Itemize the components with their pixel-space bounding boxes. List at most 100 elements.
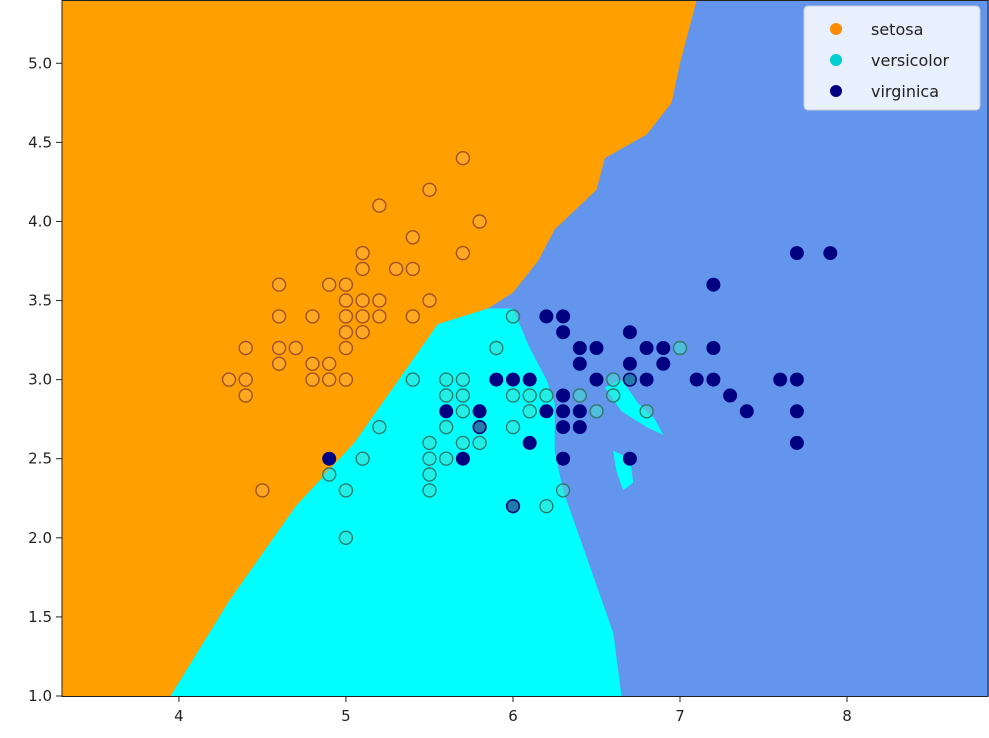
data-point-setosa xyxy=(405,230,420,245)
data-point-fill-versicolor xyxy=(557,484,569,496)
data-point-fill-setosa xyxy=(424,184,435,196)
data-point-virginica xyxy=(322,451,337,466)
data-point-fill-versicolor xyxy=(524,390,536,401)
y-tick-label: 4.5 xyxy=(28,133,52,151)
data-point-fill-versicolor xyxy=(457,437,469,449)
data-point-versicolor xyxy=(355,451,370,466)
data-point-versicolor xyxy=(405,372,420,387)
x-tick-label: 4 xyxy=(174,707,184,725)
data-point-fill-versicolor xyxy=(407,374,419,386)
data-point-virginica xyxy=(739,404,754,419)
data-point-virginica xyxy=(789,246,804,261)
data-point-fill-setosa xyxy=(290,342,302,354)
data-point-fill-setosa xyxy=(373,310,385,322)
data-point-setosa xyxy=(355,245,370,261)
data-point-virginica xyxy=(789,404,804,419)
data-point-fill-versicolor xyxy=(507,421,519,433)
y-tick-label: 3.0 xyxy=(28,371,52,389)
y-axis: 1.0 1.5 2.0 2.5 3.0 3.5 4.0 4.5 5.0 xyxy=(28,54,62,705)
x-tick-label: 7 xyxy=(675,707,685,725)
data-point-versicolor xyxy=(455,404,471,419)
data-point-fill-versicolor xyxy=(540,390,552,401)
data-point-fill-setosa xyxy=(340,342,352,354)
data-point-fill-versicolor xyxy=(524,405,536,417)
data-point-setosa xyxy=(338,293,354,308)
data-point-setosa xyxy=(455,150,471,166)
data-point-setosa xyxy=(238,372,253,387)
data-point-setosa xyxy=(305,309,320,324)
y-tick-label: 1.0 xyxy=(28,687,52,705)
data-point-versicolor xyxy=(455,435,471,451)
data-point-setosa xyxy=(322,372,337,387)
data-point-fill-setosa xyxy=(340,310,352,322)
data-point-versicolor xyxy=(439,451,454,466)
data-point-fill-setosa xyxy=(407,263,419,275)
data-point-versicolor xyxy=(422,467,437,482)
data-point-fill-versicolor xyxy=(440,390,452,401)
data-point-fill-setosa xyxy=(340,374,352,386)
data-point-virginica xyxy=(656,341,671,355)
data-point-fill-versicolor xyxy=(490,342,502,354)
data-point-virginica xyxy=(706,341,721,355)
region-setosa xyxy=(62,0,697,696)
plot-frame xyxy=(61,0,989,697)
legend-marker-setosa xyxy=(830,23,842,35)
data-point-setosa xyxy=(221,372,237,387)
data-point-fill-versicolor xyxy=(474,437,486,449)
data-point-virginica xyxy=(572,356,587,371)
data-point-virginica xyxy=(506,372,520,387)
data-point-fill-versicolor xyxy=(440,453,452,465)
data-point-fill-setosa xyxy=(307,310,318,322)
data-point-setosa xyxy=(255,483,270,498)
data-point-versicolor xyxy=(422,435,437,451)
data-point-fill-setosa xyxy=(307,374,318,386)
data-point-fill-versicolor xyxy=(540,500,552,512)
data-point-fill-versicolor xyxy=(507,390,519,401)
data-point-fill-versicolor xyxy=(607,390,619,401)
data-point-versicolor xyxy=(555,483,571,498)
data-point-setosa xyxy=(238,340,253,356)
y-tick-label: 1.5 xyxy=(28,608,52,626)
legend-label-setosa: setosa xyxy=(871,20,923,39)
data-point-setosa xyxy=(355,293,370,308)
data-point-versicolor xyxy=(522,404,537,419)
data-point-virginica xyxy=(589,341,604,355)
data-point-versicolor xyxy=(455,372,471,387)
data-point-fill-setosa xyxy=(323,358,335,370)
data-point-fill-setosa xyxy=(373,295,385,306)
data-point-fill-versicolor xyxy=(323,469,335,480)
data-point-fill-versicolor xyxy=(457,390,469,401)
data-point-versicolor xyxy=(439,372,454,387)
data-point-fill-setosa xyxy=(240,374,252,386)
x-tick-label: 5 xyxy=(341,707,351,725)
y-tick-label: 2.5 xyxy=(28,450,52,468)
data-point-versicolor xyxy=(439,388,454,403)
data-point-setosa xyxy=(372,309,387,324)
data-point-fill-setosa xyxy=(340,295,352,306)
data-point-virginica xyxy=(556,309,571,324)
data-point-setosa xyxy=(472,214,487,229)
data-point-virginica xyxy=(572,404,587,419)
data-point-setosa xyxy=(405,309,420,324)
data-point-fill-setosa xyxy=(357,310,369,322)
data-point-setosa xyxy=(422,293,437,308)
data-point-virginica xyxy=(639,341,654,355)
y-tick-label: 2.0 xyxy=(28,529,52,547)
data-point-fill-versicolor xyxy=(340,532,352,544)
data-point-fill-versicolor xyxy=(457,374,469,386)
data-point-fill-setosa xyxy=(457,247,469,259)
data-point-setosa xyxy=(305,372,320,387)
data-point-fill-setosa xyxy=(407,231,419,243)
data-point-setosa xyxy=(305,356,320,371)
x-tick-label: 8 xyxy=(842,707,852,725)
data-point-fill-versicolor xyxy=(457,405,469,417)
data-point-versicolor xyxy=(505,388,521,403)
data-point-virginica xyxy=(656,356,671,371)
data-point-fill-setosa xyxy=(407,310,419,322)
data-point-versicolor xyxy=(572,388,587,403)
data-point-fill-setosa xyxy=(357,263,369,275)
data-point-virginica xyxy=(556,325,571,340)
data-point-fill-versicolor xyxy=(440,374,452,386)
data-point-versicolor xyxy=(606,372,621,387)
